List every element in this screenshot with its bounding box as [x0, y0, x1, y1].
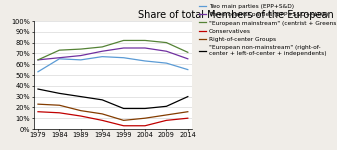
Legend: Two main parties (EPP+S&D), Three centrist parties (EPP+S&D+ALDE), "European mai: Two main parties (EPP+S&D), Three centri…	[197, 2, 337, 58]
Title: Share of total Members of the European Parliament: Share of total Members of the European P…	[137, 10, 337, 20]
